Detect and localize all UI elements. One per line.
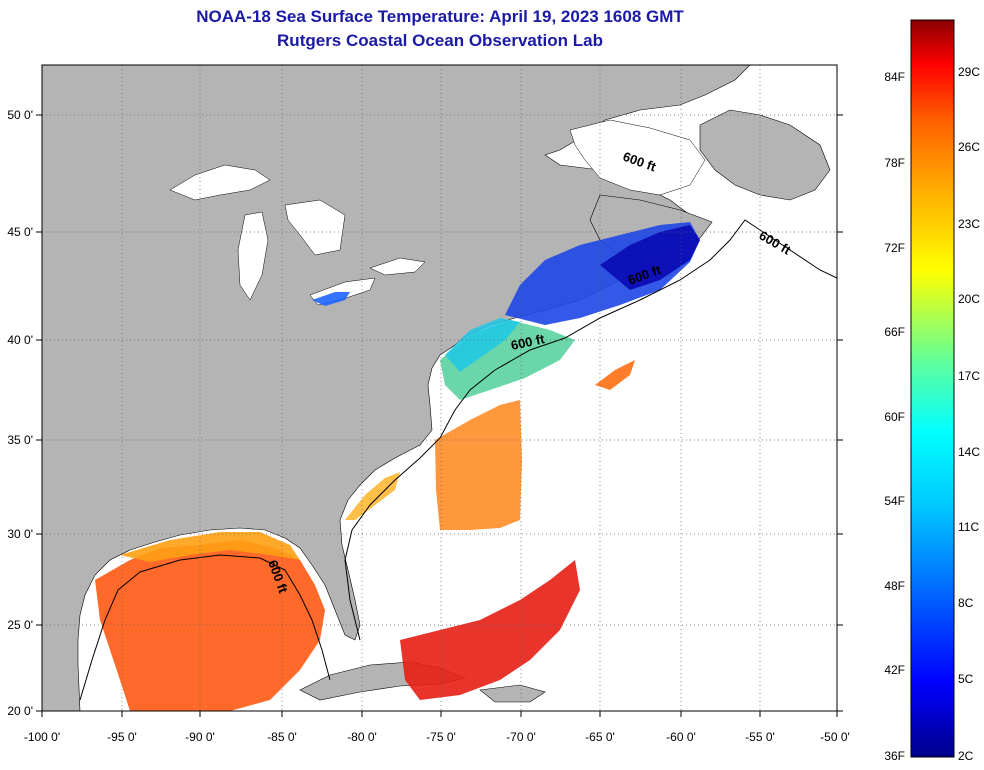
sst-gulf-mexico: [95, 540, 325, 711]
lon-tick-label: -75 0': [426, 730, 456, 744]
colorbar-f-label: 84F: [884, 70, 905, 84]
land-hispaniola: [479, 684, 546, 703]
lon-tick-label: -95 0': [107, 730, 137, 744]
lon-tick-label: -55 0': [745, 730, 775, 744]
lat-tick-label: 25 0': [7, 618, 33, 632]
sst-mid-atlantic-cyan: [445, 318, 520, 372]
lake-michigan: [237, 211, 269, 301]
land-north-america: [42, 65, 751, 711]
colorbar-c-label: 2C: [958, 749, 974, 763]
lon-tick-label: -80 0': [347, 730, 377, 744]
lake-superior: [169, 164, 271, 201]
land-newfoundland: [699, 109, 831, 201]
colorbar-c-label: 5C: [958, 672, 974, 686]
sst-atlantic-subtropical: [435, 400, 522, 530]
lat-tick-label: 50 0': [7, 108, 33, 122]
lon-tick-label: -90 0': [185, 730, 215, 744]
map-frame: [41, 64, 838, 712]
lat-tick-label: 20 0': [7, 704, 33, 718]
colorbar-f-label: 48F: [884, 579, 905, 593]
lon-tick-label: -50 0': [820, 730, 850, 744]
colorbar-c-label: 29C: [958, 65, 980, 79]
colorbar-c-label: 8C: [958, 596, 974, 610]
sst-scotian-shelf: [600, 225, 700, 290]
sst-gulf-coast-band: [120, 532, 300, 562]
colorbar-c-label: 26C: [958, 140, 980, 154]
colorbar-c-label: 11C: [958, 520, 979, 534]
lat-tick-label: 30 0': [7, 527, 33, 541]
bathymetry-600ft-gulf: [79, 554, 331, 701]
lon-tick-label: -70 0': [506, 730, 536, 744]
lat-tick-label: 45 0': [7, 225, 33, 239]
tick-marks: [36, 114, 843, 717]
colorbar-c-label: 17C: [958, 369, 980, 383]
sst-eddy: [595, 360, 635, 390]
lake-ontario: [369, 257, 426, 276]
lat-tick-label: 35 0': [7, 433, 33, 447]
lat-tick-label: 40 0': [7, 333, 33, 347]
lake-huron: [284, 199, 346, 256]
colorbar-f-label: 54F: [884, 494, 905, 508]
bathymetry-600ft-contour: [344, 219, 837, 641]
colorbar-c-label: 23C: [958, 217, 980, 231]
lon-tick-label: -65 0': [585, 730, 615, 744]
colorbar-f-label: 66F: [884, 325, 905, 339]
sst-florida-coast: [345, 472, 400, 520]
colorbar-f-label: 78F: [884, 156, 905, 170]
colorbar: [910, 19, 955, 758]
title-line-1: NOAA-18 Sea Surface Temperature: April 1…: [196, 7, 684, 26]
graticule: [42, 65, 837, 711]
colorbar-c-label: 20C: [958, 292, 980, 306]
lon-tick-label: -85 0': [267, 730, 297, 744]
lon-tick-label: -60 0': [666, 730, 696, 744]
gulf-st-lawrence: [569, 119, 706, 196]
lon-tick-label: -100 0': [24, 730, 60, 744]
colorbar-f-label: 36F: [884, 749, 905, 763]
colorbar-c-label: 14C: [958, 445, 980, 459]
sst-lake-erie: [312, 292, 350, 306]
contour-label-4: 600 ft: [510, 331, 547, 353]
title-line-2: Rutgers Coastal Ocean Observation Lab: [277, 31, 603, 50]
colorbar-f-label: 72F: [884, 241, 905, 255]
map-area: 600 ft 600 ft 600 ft 600 ft 600 ft: [42, 65, 837, 711]
sst-caribbean: [400, 560, 580, 700]
colorbar-f-label: 60F: [884, 410, 905, 424]
colorbar-f-label: 42F: [884, 663, 905, 677]
